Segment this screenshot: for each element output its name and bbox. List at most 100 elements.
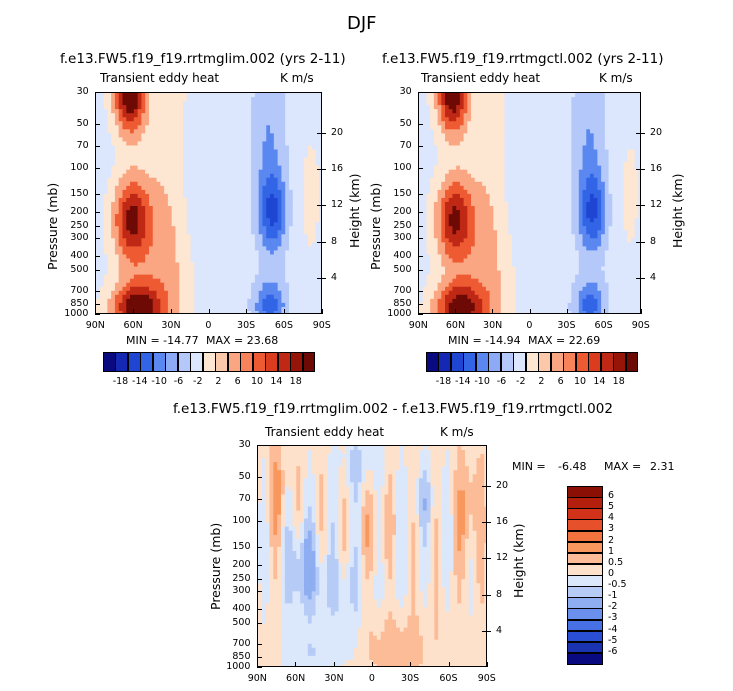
panel1-field-cell [247, 153, 252, 159]
panel1-field-cell [235, 173, 241, 179]
panel1-field-cell [300, 113, 305, 118]
panel1-field-cell [300, 201, 305, 207]
panel1-field-cell [251, 117, 256, 122]
panel1-field-cell [235, 97, 241, 102]
panel1-field-cell [141, 189, 146, 195]
panel1-field-cell [288, 206, 294, 211]
panel1-field-cell [209, 121, 214, 126]
panel1-field-cell [300, 206, 305, 211]
panel1-field-cell [319, 298, 321, 304]
panel1-field-cell [213, 161, 218, 167]
panel1-field-cell [251, 278, 256, 284]
panel1-field-cell [209, 298, 214, 304]
panel1-field-cell [167, 97, 173, 102]
panel1-field-cell [270, 250, 275, 256]
panel2-field-cell [593, 189, 598, 195]
panel1-field-cell [114, 169, 120, 175]
panel1-field-cell [167, 246, 173, 252]
panel1-field-cell [228, 306, 233, 312]
panel1-field-cell [258, 262, 264, 268]
panel2-field-cell [630, 137, 636, 143]
panel1-field-cell [213, 294, 218, 300]
panel2-field-cell [586, 109, 591, 114]
panel2-field-cell [549, 117, 554, 122]
panel1-field-cell [103, 254, 108, 260]
panel1-field-cell [288, 278, 294, 284]
panel1-field-cell [315, 226, 320, 231]
panel2-field-cell [623, 161, 628, 167]
panel1-field-cell [103, 161, 108, 167]
panel1-field-cell [186, 117, 192, 122]
panel1-field-cell [232, 254, 237, 260]
panel1-field-cell [145, 133, 150, 138]
panel1-field-cell [228, 149, 233, 155]
panel1-field-cell [239, 133, 245, 138]
panel1-field-cell [118, 282, 124, 288]
panel2-field-cell [508, 97, 513, 102]
panel1-field-cell [167, 113, 173, 118]
panel1-field-cell [228, 254, 233, 260]
panel2-field-cell [471, 109, 476, 114]
panel1-field-cell [315, 121, 320, 126]
panel1-field-cell [145, 294, 150, 300]
panel2-field-cell [638, 125, 640, 130]
panel2-field-cell [537, 145, 543, 151]
panel1-field-cell [198, 242, 203, 247]
panel1-field-cell [164, 210, 169, 215]
panel1-field-cell [209, 97, 214, 102]
panel2-field-cell [608, 125, 613, 130]
panel1-field-cell [258, 282, 264, 288]
panel1-field-cell [183, 302, 188, 308]
panel1-field-cell [319, 149, 321, 155]
panel2-field-cell [604, 113, 610, 118]
panel1-field-cell [118, 266, 124, 272]
panel1-field-cell [111, 133, 116, 138]
panel2-field-cell [638, 117, 640, 122]
panel1-field-cell [273, 201, 279, 207]
panel1-field-cell [167, 145, 173, 151]
panel1-field-cell [232, 161, 237, 167]
panel1-field-cell [251, 157, 256, 163]
panel1-field-cell [300, 302, 305, 308]
panel1-field-cell [126, 193, 131, 199]
panel2-field-cell [508, 117, 513, 122]
panel1-field-cell [319, 177, 321, 183]
panel1-field-cell [239, 149, 245, 155]
panel1-field-cell [311, 173, 317, 179]
panel2-field-cell [430, 173, 435, 179]
panel1-field-cell [122, 165, 127, 171]
panel1-field-cell [148, 226, 154, 231]
panel1-field-cell [99, 214, 105, 219]
panel2-field-cell [511, 161, 517, 167]
panel1-field-cell [220, 282, 226, 288]
panel1-field-cell [281, 258, 286, 264]
panel1-field-cell [99, 173, 105, 179]
panel2-field-cell [586, 93, 591, 98]
panel1-field-cell [273, 105, 279, 110]
panel2-field-cell [575, 197, 580, 203]
panel1-field-cell [213, 133, 218, 138]
panel2-field-cell [634, 93, 639, 98]
panel1-field-cell [152, 258, 158, 264]
panel1-field-cell [99, 185, 105, 191]
panel1-field-cell [103, 149, 108, 155]
panel1-field-cell [239, 254, 245, 260]
panel1-field-cell [130, 274, 135, 280]
panel1-field-cell [171, 238, 177, 243]
panel1-field-cell [133, 210, 139, 215]
panel1-field-cell [262, 149, 267, 155]
panel1-field-cell [145, 250, 150, 256]
panel2-field-cell [526, 193, 532, 199]
panel1-field-cell [213, 173, 218, 179]
panel1-field-cell [194, 210, 199, 215]
panel2-field-cell [567, 125, 572, 130]
panel2-field-cell [604, 181, 610, 187]
panel1-field-cell [220, 290, 226, 296]
panel1-field-cell [277, 246, 282, 252]
panel1-field-cell [179, 302, 184, 308]
panel2-field-cell [612, 141, 617, 147]
panel1-field-cell [281, 157, 286, 163]
panel2-field-cell [489, 185, 494, 191]
panel1-field-cell [167, 177, 173, 183]
panel1-field-cell [251, 226, 256, 231]
